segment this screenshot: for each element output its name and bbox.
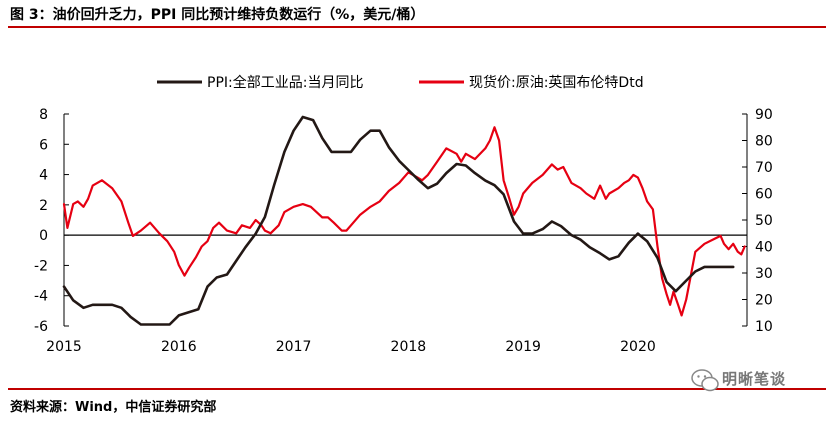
chart-title: 图 3：油价回升乏力，PPI 同比预计维持负数运行（%，美元/桶） bbox=[10, 6, 424, 23]
series-group bbox=[62, 115, 746, 326]
right-tick-label: 20 bbox=[755, 293, 773, 309]
left-tick-label: 4 bbox=[39, 168, 48, 184]
right-tick-label: 30 bbox=[755, 266, 773, 282]
left-tick-label: -2 bbox=[34, 258, 48, 274]
left-tick-label: 8 bbox=[39, 107, 48, 123]
watermark: 明晰笔谈 bbox=[691, 369, 786, 392]
right-tick-label: 70 bbox=[755, 160, 773, 176]
source-text: 资料来源：Wind，中信证券研究部 bbox=[10, 399, 216, 415]
left-tick-label: -6 bbox=[34, 319, 48, 335]
x-tick-label: 2020 bbox=[620, 339, 656, 355]
legend: PPI:全部工业品:当月同比 现货价:原油:英国布伦特Dtd bbox=[157, 74, 644, 91]
x-tick-label: 2019 bbox=[505, 339, 541, 355]
x-tick-label: 2018 bbox=[391, 339, 427, 355]
left-tick-label: 0 bbox=[39, 228, 48, 244]
right-tick-label: 80 bbox=[755, 134, 773, 150]
x-tick-label: 2015 bbox=[46, 339, 82, 355]
right-tick-label: 50 bbox=[755, 213, 773, 229]
right-tick-label: 60 bbox=[755, 187, 773, 203]
axes: -6 -4 -2 0 2 4 6 8 10 20 30 40 50 60 70 80 90 2015 2016 201… bbox=[34, 107, 773, 355]
right-tick-label: 90 bbox=[755, 107, 773, 123]
x-tick-label: 2016 bbox=[161, 339, 197, 355]
left-tick-label: -4 bbox=[34, 289, 48, 305]
right-tick-label: 10 bbox=[755, 319, 773, 335]
watermark-text: 明晰笔谈 bbox=[722, 370, 786, 388]
left-tick-label: 6 bbox=[39, 137, 48, 153]
x-tick-label: 2017 bbox=[276, 339, 312, 355]
wechat-icon bbox=[691, 369, 719, 392]
left-tick-label: 2 bbox=[39, 198, 48, 214]
series-line-ppi bbox=[62, 115, 735, 326]
legend-oil-label: 现货价:原油:英国布伦特Dtd bbox=[469, 74, 644, 91]
legend-ppi-label: PPI:全部工业品:当月同比 bbox=[207, 74, 363, 91]
series-line-brent bbox=[62, 126, 746, 317]
right-tick-label: 40 bbox=[755, 240, 773, 256]
